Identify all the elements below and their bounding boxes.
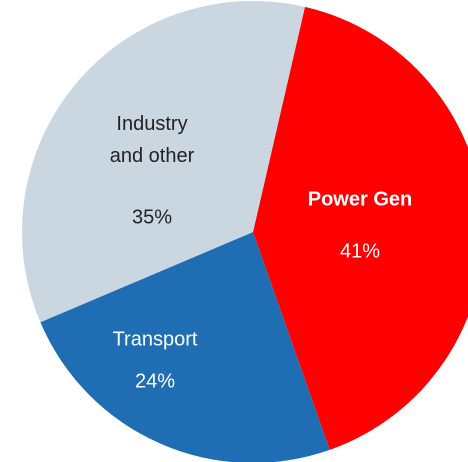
pie-slice xyxy=(253,6,468,450)
label-line: Industry xyxy=(116,113,187,135)
slice-label: Industry and other xyxy=(110,113,195,167)
value-label: 41% xyxy=(340,240,380,262)
pie-slice xyxy=(40,232,330,462)
label-line: and other xyxy=(110,145,195,167)
slice-label: Transport xyxy=(113,328,198,350)
value-label: 35% xyxy=(132,206,172,228)
pie-slice xyxy=(22,1,305,323)
slice-label: Power Gen xyxy=(308,188,412,210)
value-label: 24% xyxy=(135,370,175,392)
